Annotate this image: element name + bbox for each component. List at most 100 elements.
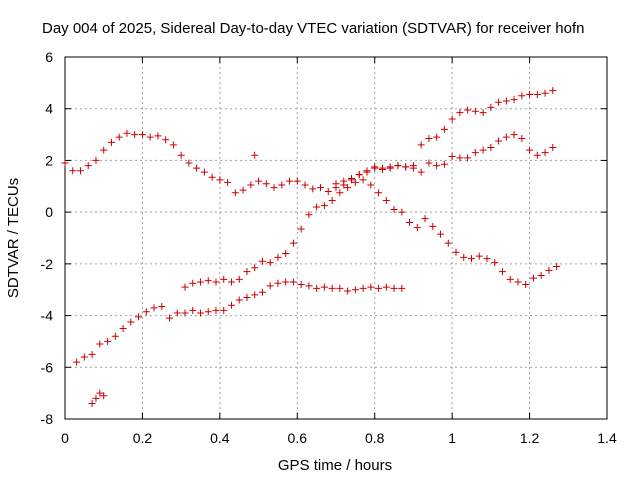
- data-point: [208, 173, 216, 181]
- data-point: [127, 318, 135, 326]
- data-point: [212, 306, 220, 314]
- data-point: [243, 268, 251, 276]
- data-point: [158, 303, 166, 311]
- data-point: [247, 181, 255, 189]
- data-point: [328, 284, 336, 292]
- data-point: [274, 279, 282, 287]
- data-point: [181, 309, 189, 317]
- data-point: [212, 278, 220, 286]
- data-point: [471, 107, 479, 115]
- data-point: [487, 103, 495, 111]
- data-point: [417, 141, 425, 149]
- series-satellite-track-3: [181, 176, 561, 291]
- data-point: [317, 184, 325, 192]
- data-point: [398, 284, 406, 292]
- data-point: [282, 250, 290, 258]
- data-point: [80, 353, 88, 361]
- data-point: [502, 97, 510, 105]
- data-point: [344, 287, 352, 295]
- data-point: [293, 177, 301, 185]
- data-point: [266, 282, 274, 290]
- data-point: [437, 230, 445, 238]
- data-point: [150, 304, 158, 312]
- data-point: [479, 109, 487, 117]
- data-point: [394, 162, 402, 170]
- data-point: [197, 309, 204, 317]
- data-point: [518, 92, 526, 100]
- data-point: [220, 275, 228, 283]
- data-point: [336, 189, 344, 197]
- data-point: [351, 178, 359, 186]
- data-point: [460, 253, 468, 261]
- series-satellite-track-2: [73, 278, 406, 366]
- x-axis: 0 0.2 0.4 0.6 0.8 1 1.2 1.4: [61, 57, 617, 446]
- data-point: [390, 206, 398, 214]
- data-point: [243, 293, 251, 301]
- data-point: [340, 177, 348, 185]
- data-point: [522, 281, 530, 289]
- data-point: [406, 218, 414, 226]
- data-point: [506, 275, 514, 283]
- data-point: [162, 136, 170, 144]
- y-tick-label: -8: [41, 411, 54, 427]
- plot-frame: [64, 56, 608, 420]
- data-point: [123, 129, 131, 137]
- data-point: [282, 278, 290, 286]
- data-point: [73, 358, 81, 366]
- data-point: [487, 144, 495, 151]
- data-point: [351, 286, 359, 294]
- data-point: [549, 87, 557, 95]
- x-tick-label: 1.4: [597, 430, 617, 446]
- data-point: [495, 137, 503, 145]
- x-tick-label: 1.2: [520, 430, 540, 446]
- data-point: [197, 278, 204, 286]
- data-point: [413, 224, 421, 232]
- data-point: [131, 131, 139, 139]
- data-point: [409, 162, 417, 170]
- data-point: [518, 134, 526, 142]
- data-point: [553, 262, 561, 270]
- data-point: [382, 283, 390, 291]
- data-point: [166, 314, 174, 322]
- data-point: [537, 271, 545, 279]
- data-point: [227, 301, 235, 309]
- data-point: [235, 275, 243, 283]
- data-point: [359, 176, 367, 184]
- data-point: [491, 259, 499, 267]
- data-point: [224, 178, 232, 186]
- data-point: [355, 171, 363, 179]
- data-point: [367, 283, 375, 291]
- data-point: [363, 168, 371, 176]
- data-point: [100, 392, 108, 400]
- data-point: [464, 154, 472, 162]
- x-axis-label: GPS time / hours: [278, 457, 392, 474]
- data-point: [69, 167, 77, 175]
- data-point: [475, 252, 483, 260]
- data-point: [545, 266, 553, 274]
- data-point: [289, 278, 297, 286]
- data-point: [61, 159, 69, 167]
- data-point: [200, 168, 208, 176]
- data-points: [61, 87, 561, 407]
- data-point: [154, 132, 162, 140]
- data-point: [421, 215, 429, 223]
- y-tick-label: -2: [41, 256, 54, 272]
- data-point: [289, 239, 297, 247]
- data-point: [456, 154, 464, 162]
- data-point: [371, 164, 379, 172]
- data-point: [309, 185, 317, 193]
- y-tick-label: 2: [45, 152, 53, 168]
- data-point: [92, 156, 100, 164]
- data-point: [135, 313, 143, 321]
- data-point: [452, 248, 460, 256]
- data-point: [251, 291, 259, 299]
- data-point: [297, 225, 305, 233]
- data-point: [533, 151, 541, 159]
- data-point: [231, 189, 239, 197]
- data-point: [297, 281, 305, 289]
- data-point: [76, 167, 84, 175]
- data-point: [386, 164, 394, 172]
- data-point: [359, 284, 367, 292]
- data-point: [448, 115, 456, 123]
